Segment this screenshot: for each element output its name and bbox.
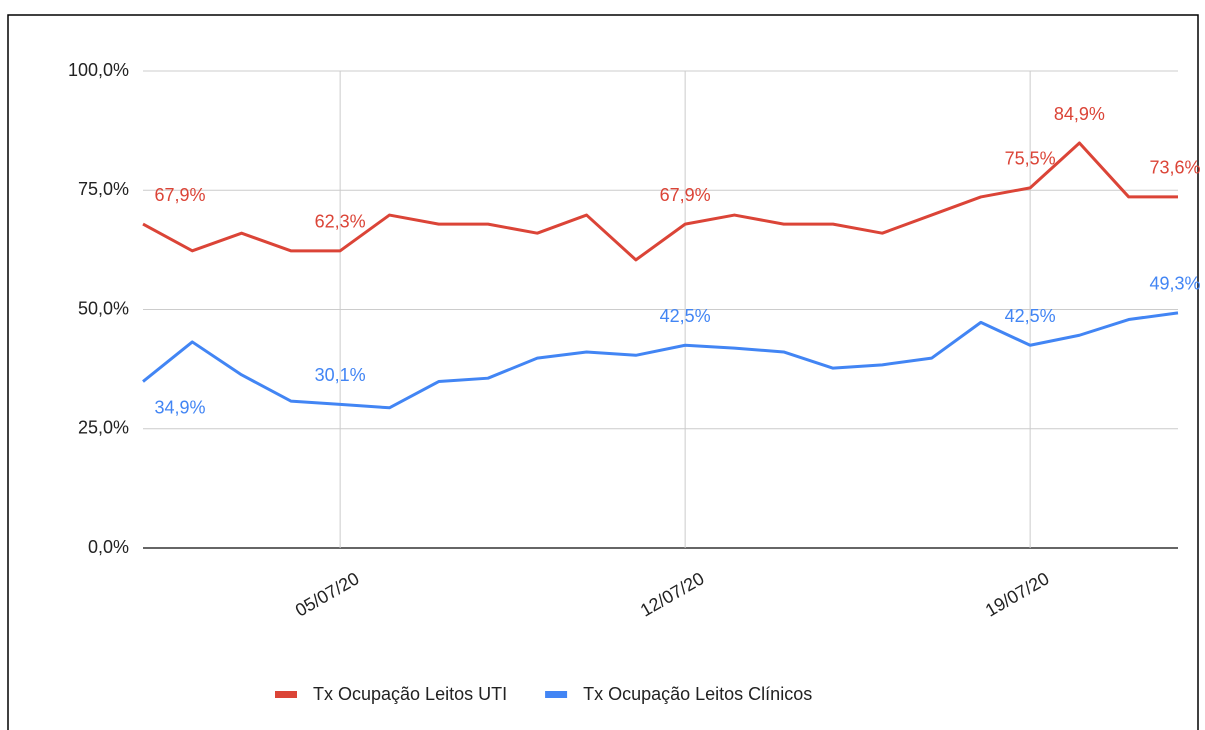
data-label: 75,5% xyxy=(1005,149,1056,169)
legend-swatch xyxy=(275,691,297,698)
series-line xyxy=(142,141,1178,262)
x-tick-label: 05/07/20 xyxy=(292,568,363,620)
series-line xyxy=(142,311,1179,410)
data-label: 30,1% xyxy=(315,365,366,385)
y-tick-label: 75,0% xyxy=(78,179,129,199)
legend-label: Tx Ocupação Leitos UTI xyxy=(313,684,507,704)
data-label: 67,9% xyxy=(154,185,205,205)
y-tick-label: 25,0% xyxy=(78,418,129,438)
data-label: 42,5% xyxy=(660,306,711,326)
data-label: 49,3% xyxy=(1149,274,1200,294)
frame xyxy=(7,14,1199,730)
data-label: 62,3% xyxy=(315,212,366,232)
data-label: 73,6% xyxy=(1149,158,1200,178)
x-tick-label: 19/07/20 xyxy=(982,568,1053,620)
data-label: 42,5% xyxy=(1005,306,1056,326)
y-tick-label: 100,0% xyxy=(68,60,129,80)
legend-label: Tx Ocupação Leitos Clínicos xyxy=(583,684,812,704)
legend-swatch xyxy=(545,691,568,698)
data-label: 84,9% xyxy=(1054,104,1105,124)
data-label: 34,9% xyxy=(154,397,205,417)
y-tick-label: 0,0% xyxy=(88,537,129,557)
x-tick-label: 12/07/20 xyxy=(637,568,708,620)
y-tick-label: 50,0% xyxy=(78,298,129,318)
data-label: 67,9% xyxy=(660,185,711,205)
